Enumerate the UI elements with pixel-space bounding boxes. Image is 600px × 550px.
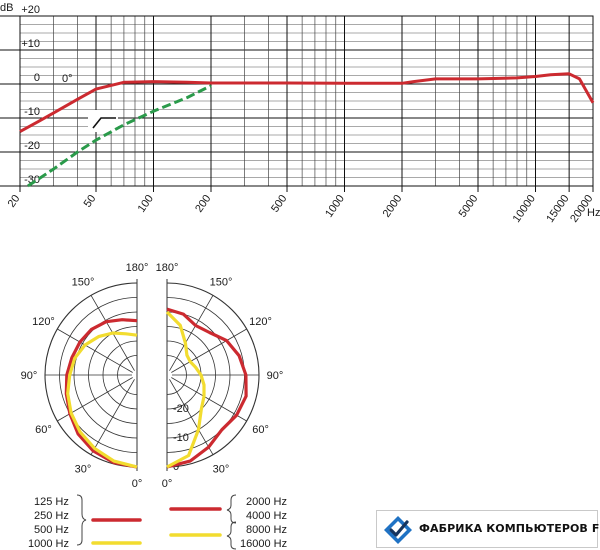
angle-annotation: 0° <box>62 73 73 85</box>
polar-series-red <box>64 318 138 469</box>
y-tick-label: +10 <box>21 38 40 50</box>
logo-text: ФАБРИКА КОМПЬЮТЕРОВ FK.BY <box>419 522 600 535</box>
series-line-response <box>19 72 595 133</box>
y-tick-label: -10 <box>24 106 40 118</box>
x-tick-label: 2000 <box>381 193 405 220</box>
frequency-response-chart: +20 +10 0 -10 -20 -30 20 50 100 200 500 1000 2000 50… <box>0 2 600 225</box>
legend-label-8000hz: 8000 Hz <box>246 524 287 536</box>
legend-label-125hz: 125 Hz <box>34 496 69 508</box>
x-tick-label: 100 <box>136 193 156 215</box>
polar-angle-label: 180° <box>156 262 179 274</box>
legend: 125 Hz 250 Hz 500 Hz 1000 Hz 2000 Hz 400… <box>28 494 287 550</box>
polar-spoke <box>171 328 247 373</box>
legend-label-16000hz: 16000 Hz <box>240 538 287 550</box>
polar-angle-label: 30° <box>75 464 92 476</box>
x-axis-label: Hz <box>587 207 600 219</box>
legend-label-2000hz: 2000 Hz <box>246 496 287 508</box>
polar-angle-label: 60° <box>252 424 269 436</box>
polar-angle-label: 120° <box>249 316 272 328</box>
y-tick-label: +20 <box>21 4 40 16</box>
y-tick-label: -30 <box>24 174 40 186</box>
polar-series-yellow <box>66 331 138 469</box>
polar-angle-label: 0° <box>132 478 143 490</box>
frequency-series <box>19 72 595 188</box>
x-tick-label: 50 <box>82 193 99 210</box>
x-tick-label: 5000 <box>457 193 481 220</box>
polar-pattern-right: 0° 30° 60° 90° 120° 150° 180° 0 -10 -20 <box>156 262 284 490</box>
polar-angle-label: 30° <box>213 464 230 476</box>
polar-angle-label: 120° <box>32 316 55 328</box>
polar-angle-label: 90° <box>267 370 284 382</box>
polar-series-red <box>166 307 248 469</box>
polar-angle-label: 0° <box>162 478 173 490</box>
x-tick-label: 200 <box>193 193 213 215</box>
watermark-logo: ФАБРИКА КОМПЬЮТЕРОВ FK.BY <box>376 510 600 548</box>
x-tick-label: 15000 <box>544 193 571 225</box>
legend-label-500hz: 500 Hz <box>34 524 69 536</box>
polar-angle-label: 180° <box>126 262 149 274</box>
polar-series-yellow <box>165 310 206 469</box>
legend-brace-right-bottom <box>226 521 237 550</box>
legend-label-250hz: 250 Hz <box>34 510 69 522</box>
frequency-grid <box>0 15 594 192</box>
polar-spoke <box>171 377 247 422</box>
legend-brace-left <box>76 494 87 546</box>
legend-label-1000hz: 1000 Hz <box>28 538 69 550</box>
series-line-bass-cut <box>27 84 212 188</box>
x-tick-label: 500 <box>269 193 289 215</box>
polar-r-label: -20 <box>173 403 189 415</box>
y-tick-label: -20 <box>24 140 40 152</box>
polar-angle-label: 150° <box>72 276 95 288</box>
polar-r-label: -10 <box>173 432 189 444</box>
x-tick-label: 20 <box>6 193 23 210</box>
polar-r-label: 0 <box>173 461 179 473</box>
y-tick-labels: +20 +10 0 -10 -20 -30 <box>21 4 40 186</box>
bass-cut-icon <box>88 110 118 132</box>
y-tick-label: 0 <box>34 72 40 84</box>
polar-spoke <box>169 379 214 455</box>
polar-angle-label: 90° <box>21 370 38 382</box>
x-tick-label: 10000 <box>511 193 538 225</box>
legend-brace-right-top <box>226 494 237 524</box>
polar-angle-label: 150° <box>210 276 233 288</box>
x-tick-label: 1000 <box>323 193 347 220</box>
polar-spoke <box>169 295 214 371</box>
polar-pattern-left: 0° 30° 60° 90° 120° 150° 180° <box>21 262 149 490</box>
legend-label-4000hz: 4000 Hz <box>246 510 287 522</box>
y-axis-label: dB <box>0 2 13 14</box>
fk-logo-icon <box>384 516 412 544</box>
polar-spoke <box>57 328 133 373</box>
polar-spoke <box>90 379 135 455</box>
polar-angle-label: 60° <box>35 424 52 436</box>
